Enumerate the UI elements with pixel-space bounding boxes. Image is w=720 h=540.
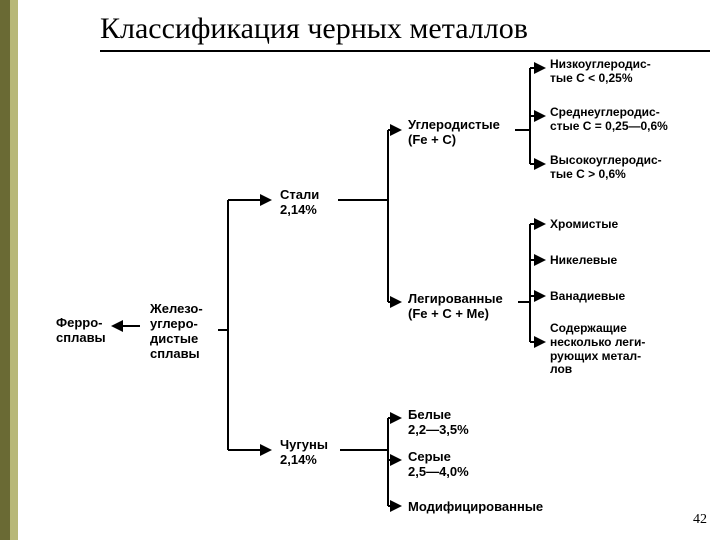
node-mod: Модифицированные	[408, 500, 543, 515]
node-va: Ванадиевые	[550, 290, 625, 304]
node-white: Белые 2,2—3,5%	[408, 408, 469, 438]
node-cast: Чугуны 2,14%	[280, 438, 328, 468]
node-cr: Хромистые	[550, 218, 618, 232]
node-multi: Содержащие несколько леги- рующих метал-…	[550, 322, 645, 377]
node-fe-c: Железо- углеро- дистые сплавы	[150, 302, 203, 362]
node-lowc: Низкоуглеродис- тые C < 0,25%	[550, 58, 651, 86]
node-carbon: Углеродистые (Fe + C)	[408, 118, 500, 148]
node-steel: Стали 2,14%	[280, 188, 319, 218]
node-medc: Среднеуглеродис- стые C = 0,25—0,6%	[550, 106, 668, 134]
node-grey: Серые 2,5—4,0%	[408, 450, 469, 480]
node-ni: Никелевые	[550, 254, 617, 268]
node-alloyed: Легированные (Fe + C + Ме)	[408, 292, 503, 322]
node-highc: Высокоуглеродис- тые C > 0,6%	[550, 154, 662, 182]
node-ferro: Ферро- сплавы	[56, 316, 106, 346]
page-number: 42	[693, 512, 707, 528]
classification-tree: Ферро- сплавы Железо- углеро- дистые спла…	[0, 0, 720, 540]
